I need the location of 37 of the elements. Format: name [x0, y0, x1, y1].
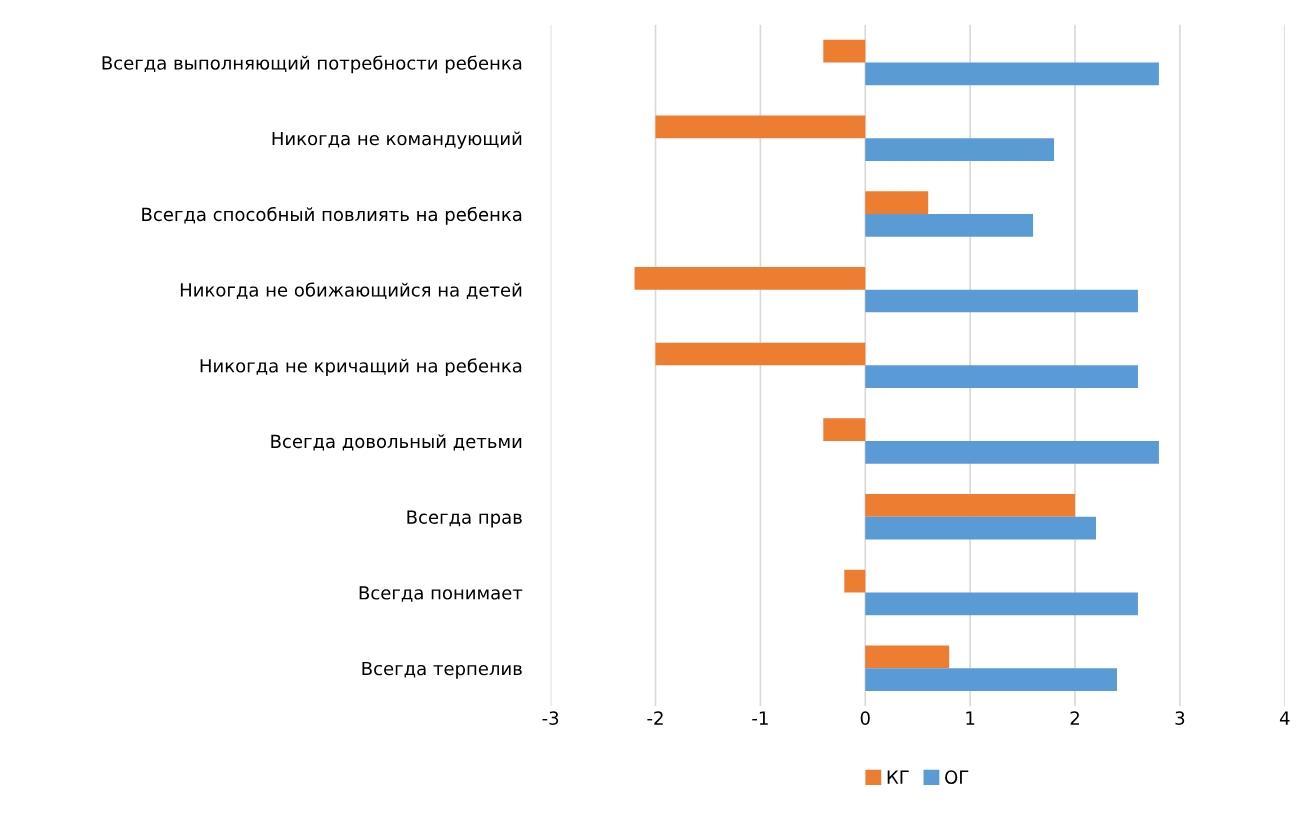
x-tick-label: 4 — [1279, 711, 1290, 725]
x-tick-label: 2 — [1070, 711, 1079, 725]
bar — [655, 342, 866, 366]
bar — [823, 418, 866, 442]
x-tick-label: -3 — [542, 711, 559, 725]
bar — [865, 645, 950, 669]
x-tick-label: -2 — [647, 711, 663, 725]
bar — [865, 191, 929, 214]
bar — [865, 494, 1076, 517]
x-tick-label: 1 — [966, 711, 975, 725]
bar — [655, 115, 866, 139]
bar — [823, 39, 866, 63]
y-tick-label: Всегда понимает — [359, 586, 523, 602]
y-tick-label: Никогда не обижающийся на детей — [180, 282, 522, 299]
bar — [844, 569, 866, 593]
bar — [865, 62, 1159, 86]
bar — [865, 289, 1138, 313]
bar — [865, 592, 1138, 616]
bar — [865, 516, 1096, 540]
legend-label: КГ — [887, 770, 909, 784]
x-tick-label: 0 — [860, 711, 870, 725]
x-tick-label: -1 — [752, 711, 768, 725]
x-tick-label: 3 — [1175, 711, 1185, 725]
bar — [865, 138, 1055, 161]
bar — [865, 441, 1159, 464]
y-tick-label: Никогда не командующий — [272, 131, 522, 149]
bar — [865, 365, 1138, 389]
legend-label: ОГ — [945, 770, 969, 784]
bar — [865, 213, 1034, 237]
bar — [634, 266, 866, 290]
y-tick-label: Всегда довольный детьми — [271, 434, 522, 451]
bar — [865, 668, 1117, 691]
y-tick-label: Всегда выполняющий потребности ребенка — [102, 55, 522, 74]
y-tick-label: Всегда терпелив — [362, 661, 522, 679]
y-tick-label: Никогда не кричащий на ребенка — [200, 358, 522, 377]
y-tick-label: Всегда способный повлиять на ребенка — [142, 206, 522, 225]
y-tick-label: Всегда прав — [407, 510, 522, 528]
